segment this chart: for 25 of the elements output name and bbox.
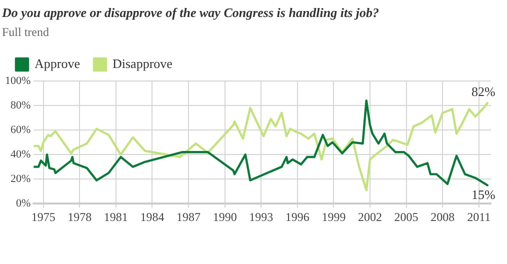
x-tick-label: 2008 — [430, 210, 455, 224]
annotation: 15% — [471, 187, 496, 202]
x-tick-label: 1996 — [285, 210, 310, 224]
y-tick-label: 0% — [16, 197, 31, 210]
legend-label: Disapprove — [112, 56, 173, 71]
chart-title: Do you approve or disapprove of the way Congress is handling its job? — [1, 5, 380, 20]
x-tick-label: 1993 — [249, 210, 274, 224]
annotation: 82% — [471, 84, 496, 99]
x-tick-label: 2011 — [467, 210, 491, 224]
y-tick-label: 60% — [10, 124, 31, 136]
x-tick-label: 1999 — [322, 210, 346, 224]
legend-label: Approve — [34, 56, 80, 71]
chart-subtitle: Full trend — [2, 24, 49, 39]
y-tick-label: 80% — [10, 99, 31, 112]
x-tick-label: 2005 — [394, 210, 418, 224]
x-tick-label: 1990 — [212, 210, 237, 224]
y-tick-label: 20% — [10, 172, 31, 185]
y-tick-label: 100% — [4, 74, 31, 87]
x-tick-label: 1975 — [31, 210, 56, 224]
y-tick-label: 40% — [10, 148, 31, 160]
x-tick-label: 2002 — [358, 210, 382, 224]
x-tick-label: 1987 — [176, 210, 201, 224]
x-tick-label: 1981 — [104, 210, 128, 224]
x-tick-label: 1984 — [140, 210, 164, 224]
x-tick-label: 1978 — [68, 210, 92, 224]
